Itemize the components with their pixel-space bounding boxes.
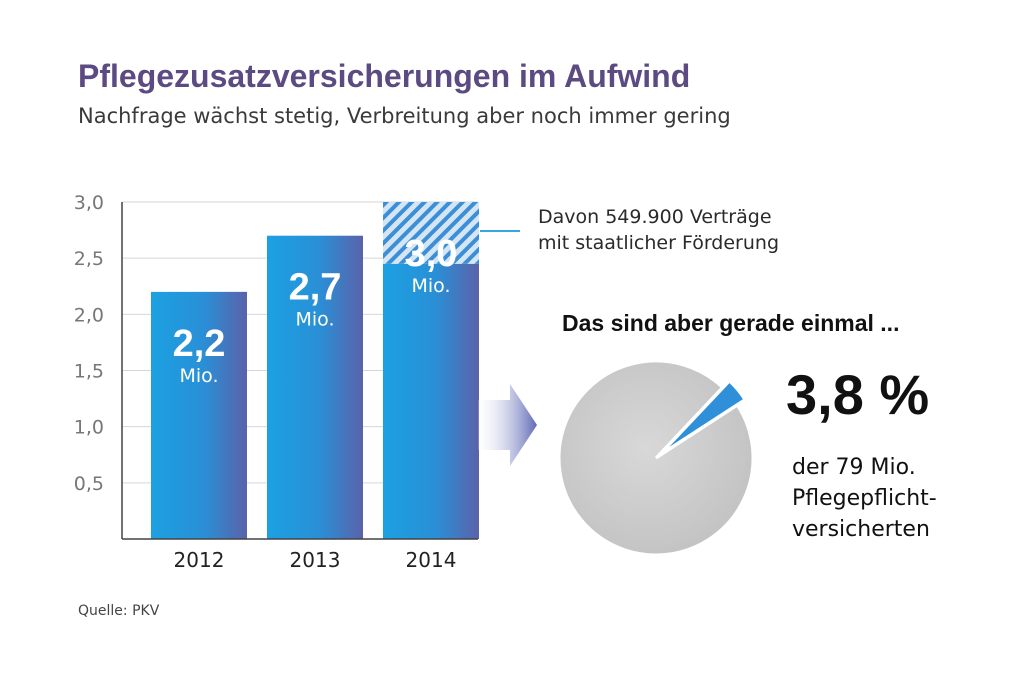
pie-chart (557, 359, 755, 557)
callout-line-2: mit staatlicher Förderung (538, 232, 780, 254)
bar-2013 (267, 235, 363, 539)
bar-2014-hatched-segment (383, 202, 479, 264)
pie-slice-highlight (662, 380, 746, 454)
bar-2014 (383, 263, 479, 539)
chart-title: Pflegezusatzversicherungen im Aufwind (78, 58, 691, 94)
share-text-line-3: versicherten (792, 517, 930, 542)
y-tick-label: 3,0 (74, 192, 104, 214)
hatched-segment-callout: Davon 549.900 Verträge mit staatlicher F… (538, 204, 779, 256)
pie-slice-rest (557, 359, 755, 557)
bar-unit-label: Mio. (295, 309, 334, 331)
y-axis-ticks: 0,5 1,0 1,5 2,0 2,5 3,0 (74, 192, 104, 495)
y-tick-label: 2,5 (74, 248, 104, 270)
bar-series (151, 202, 479, 539)
source-note: Quelle: PKV (78, 603, 160, 619)
bar-value-label: 2,2 (173, 323, 226, 365)
bar-unit-label: Mio. (411, 275, 450, 297)
x-axis-categories: 2012 2013 2014 (174, 548, 457, 572)
bar-value-label: 2,7 (289, 267, 342, 309)
share-text-line-2: Pflegepflicht- (792, 486, 937, 511)
x-category-label: 2014 (406, 548, 457, 572)
bar-unit-label: Mio. (179, 365, 218, 387)
arrow-right-icon (478, 384, 537, 466)
share-percent-value: 3,8 % (786, 363, 930, 426)
chart-subtitle: Nachfrage wächst stetig, Verbreitung abe… (78, 104, 731, 128)
axes (121, 202, 478, 540)
bar-2012 (151, 291, 247, 539)
share-description: der 79 Mio. Pflegepflicht- versicherten (792, 452, 937, 545)
y-tick-label: 0,5 (74, 473, 104, 495)
callout-line-1: Davon 549.900 Verträge (538, 206, 772, 228)
y-tick-label: 1,5 (74, 361, 104, 383)
x-category-label: 2013 (290, 548, 341, 572)
x-category-label: 2012 (174, 548, 225, 572)
bar-value-label: 3,0 (405, 233, 458, 275)
share-text-line-1: der 79 Mio. (792, 455, 916, 480)
y-tick-label: 1,0 (74, 417, 104, 439)
comparison-heading: Das sind aber gerade einmal ... (562, 310, 900, 336)
y-tick-label: 2,0 (74, 304, 104, 326)
